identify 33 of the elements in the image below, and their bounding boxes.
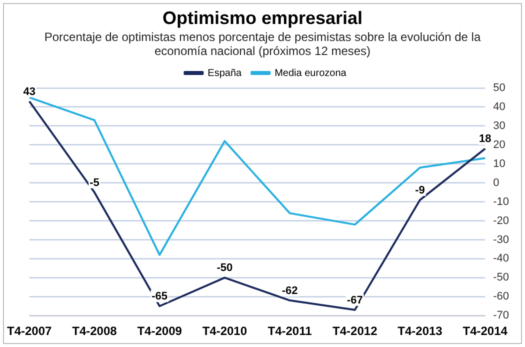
y-tick-label: 30 bbox=[493, 120, 506, 132]
data-label: -67 bbox=[346, 294, 363, 306]
y-tick-label: -50 bbox=[493, 272, 510, 284]
x-tick-label: T4-2011 bbox=[268, 324, 312, 338]
y-tick-label: -30 bbox=[493, 234, 510, 246]
y-tick-label: -10 bbox=[493, 196, 510, 208]
y-tick-label: -60 bbox=[493, 290, 510, 303]
y-tick-label: -20 bbox=[493, 214, 510, 227]
chart-title: Optimismo empresarial bbox=[161, 8, 364, 29]
y-tick-label: 20 bbox=[493, 138, 506, 151]
y-tick-label: 50 bbox=[493, 82, 506, 94]
data-label: -50 bbox=[216, 262, 233, 274]
y-tick-label: 40 bbox=[493, 101, 506, 113]
x-tick-label: T4-2012 bbox=[332, 324, 378, 338]
x-tick-label: T4-2007 bbox=[6, 324, 52, 338]
data-label: 18 bbox=[478, 133, 492, 146]
data-label: -9 bbox=[415, 184, 425, 196]
x-tick-label: T4-2008 bbox=[72, 324, 118, 338]
x-tick-label: T4-2009 bbox=[137, 324, 182, 338]
y-tick-label: -70 bbox=[493, 310, 510, 322]
y-tick-label: 0 bbox=[493, 176, 500, 189]
y-tick-label: 10 bbox=[493, 158, 506, 170]
chart-subtitle: Porcentaje de optimistas menos porcentaje de pesimistas sobre la evolución de la economía nacional (próximos 12 meses) bbox=[44, 30, 481, 58]
x-tick-label: T4-2014 bbox=[462, 324, 508, 338]
legend-label: Media eurozona bbox=[274, 68, 347, 79]
x-tick-label: T4-2010 bbox=[202, 324, 248, 338]
data-label: -65 bbox=[152, 290, 168, 303]
data-label: -5 bbox=[90, 176, 100, 189]
data-label: 43 bbox=[23, 86, 36, 98]
data-label: -62 bbox=[282, 284, 298, 297]
x-tick-label: T4-2013 bbox=[398, 324, 443, 338]
y-tick-label: -40 bbox=[493, 252, 510, 265]
legend-label: España bbox=[208, 68, 242, 79]
